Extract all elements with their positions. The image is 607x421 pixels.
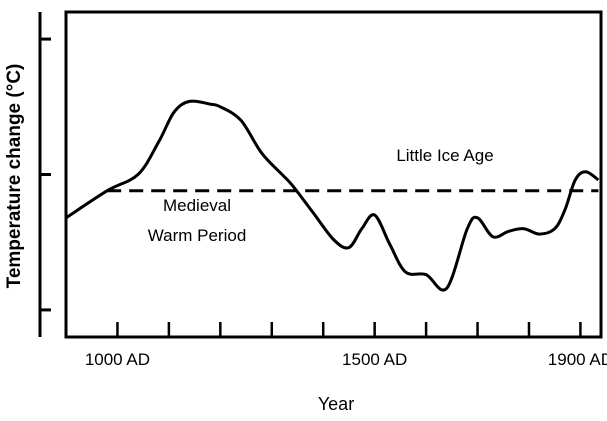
y-axis-label: Temperature change (°C) xyxy=(4,64,25,289)
x-tick-label-0: 1000 AD xyxy=(85,350,150,369)
x-tick-label-2: 1900 AD xyxy=(548,350,607,369)
annotation-medieval: Medieval xyxy=(163,196,231,215)
x-axis-label: Year xyxy=(318,394,354,414)
series-line-temperature xyxy=(65,99,600,292)
annotation-little-ice-age: Little Ice Age xyxy=(396,146,493,165)
annotation-warm-period: Warm Period xyxy=(148,226,247,245)
plot-frame xyxy=(64,10,603,339)
x-tick-label-1: 1500 AD xyxy=(342,350,407,369)
